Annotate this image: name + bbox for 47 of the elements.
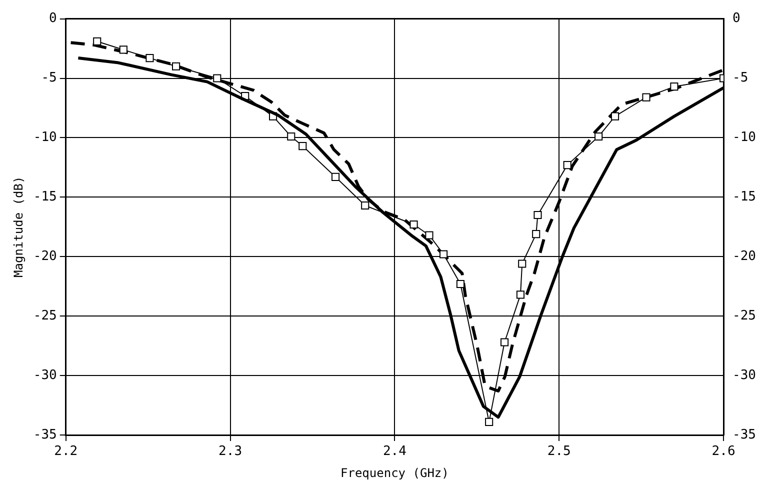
y2-tick-label: -10 bbox=[732, 130, 756, 146]
y-tick-label: -35 bbox=[33, 427, 57, 442]
point bbox=[534, 210, 542, 220]
x-tick-label: 2.5 bbox=[547, 444, 571, 460]
point bbox=[642, 93, 650, 102]
x-tick-label: 2.3 bbox=[218, 444, 242, 460]
point bbox=[610, 112, 620, 120]
point bbox=[298, 142, 307, 150]
y-tick-label: -10 bbox=[33, 130, 57, 146]
y-tick-label: -20 bbox=[33, 249, 57, 264]
point bbox=[518, 260, 526, 268]
point bbox=[410, 220, 418, 229]
y-tick-label: -5 bbox=[41, 70, 57, 86]
x-tick-label: 2.6 bbox=[712, 444, 736, 460]
y-tick-label: -25 bbox=[33, 308, 57, 324]
point bbox=[532, 230, 540, 238]
point bbox=[456, 280, 464, 288]
y2-tick-label: -15 bbox=[732, 190, 756, 205]
x-tick-label: 2.4 bbox=[382, 444, 407, 460]
point bbox=[93, 37, 102, 46]
point bbox=[425, 231, 434, 240]
point bbox=[439, 250, 448, 258]
point bbox=[516, 290, 525, 299]
point bbox=[172, 62, 180, 70]
y2-tick-label: 0 bbox=[732, 11, 740, 26]
point bbox=[563, 161, 572, 170]
y2-tick-label: -25 bbox=[732, 308, 756, 324]
point bbox=[119, 46, 128, 54]
point bbox=[213, 74, 222, 82]
point bbox=[670, 82, 678, 91]
point bbox=[500, 338, 509, 346]
y2-tick-label: -20 bbox=[732, 249, 756, 264]
y2-tick-label: -5 bbox=[732, 70, 748, 86]
x-axis-title: Frequency (GHz) bbox=[340, 466, 449, 480]
point bbox=[594, 132, 603, 141]
y2-tick-label: -35 bbox=[732, 427, 756, 442]
point bbox=[485, 418, 494, 426]
y-tick-label: 0 bbox=[49, 11, 57, 26]
point bbox=[361, 201, 370, 210]
point bbox=[146, 54, 154, 62]
point bbox=[331, 172, 340, 181]
y-tick-label: -30 bbox=[33, 368, 57, 383]
y2-tick-label: -30 bbox=[732, 368, 756, 383]
x-tick-label: 2.2 bbox=[54, 444, 78, 460]
point bbox=[287, 132, 296, 141]
y-axis-title: Magnitude (dB) bbox=[11, 176, 26, 278]
y-tick-label: -15 bbox=[33, 190, 57, 205]
